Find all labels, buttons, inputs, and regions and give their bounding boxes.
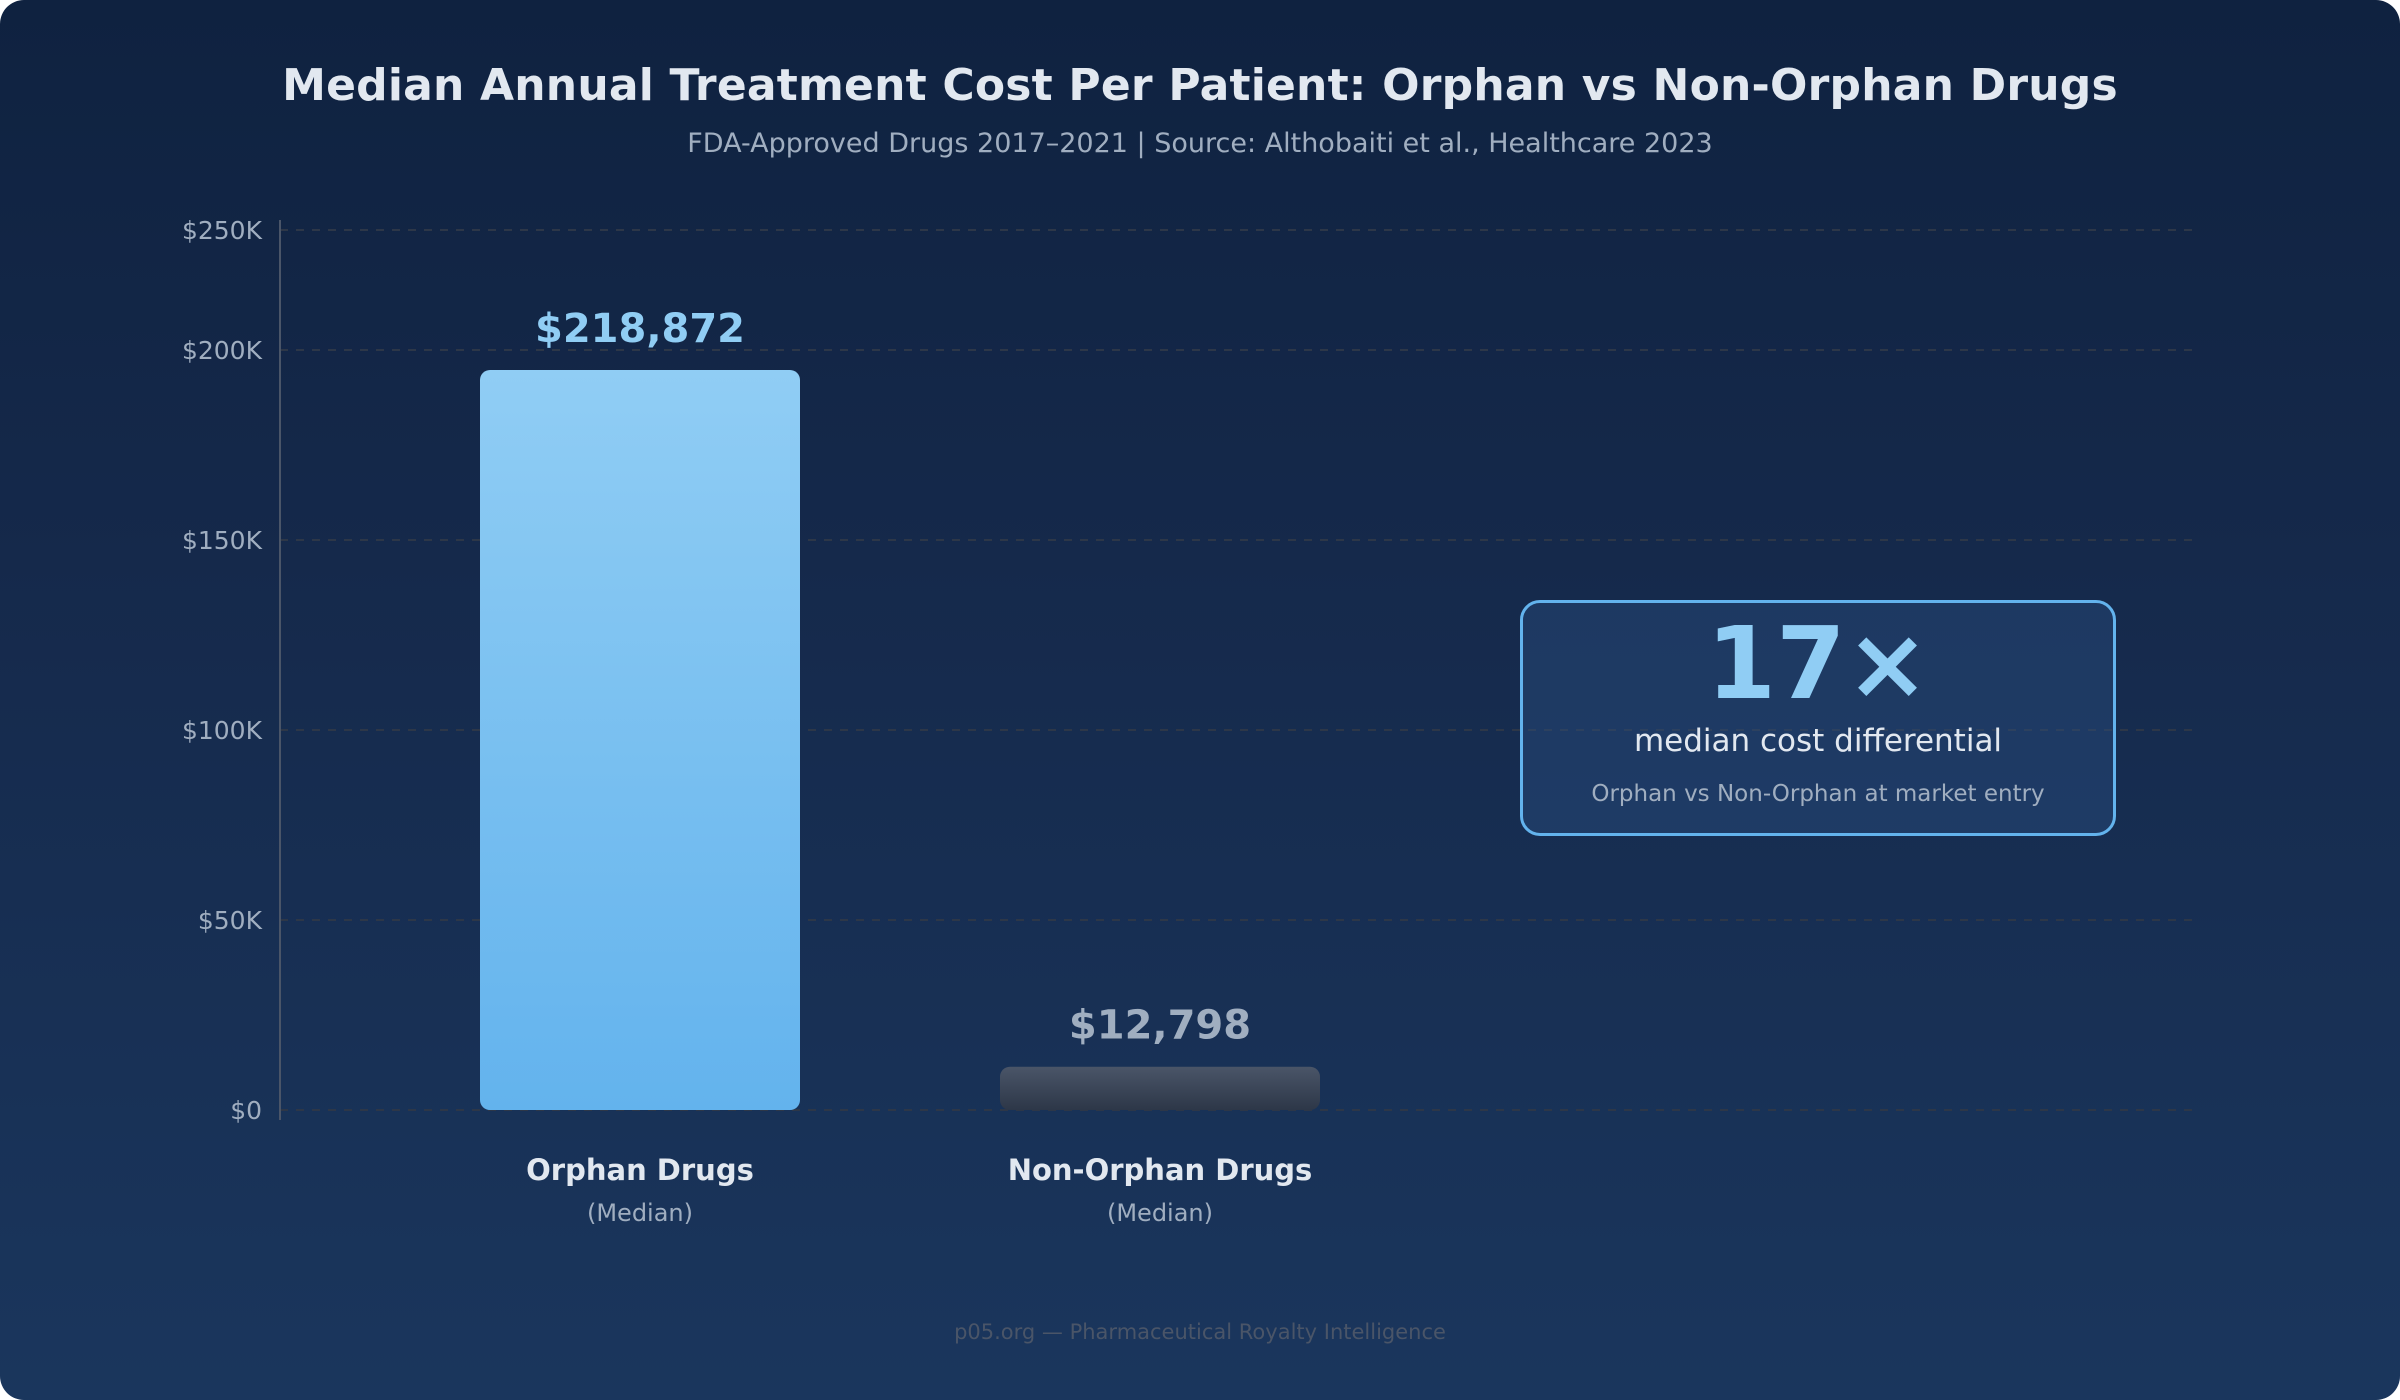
differential-callout: 17× median cost differential Orphan vs N… xyxy=(1520,600,2116,836)
y-tick-label: $200K xyxy=(182,336,263,365)
y-tick-label: $250K xyxy=(182,216,263,245)
x-category-label: Orphan Drugs xyxy=(526,1153,754,1187)
footer-credit: p05.org — Pharmaceutical Royalty Intelli… xyxy=(954,1320,1446,1344)
callout-text: median cost differential xyxy=(1633,723,2003,759)
bar-orphan-drugs xyxy=(480,370,800,1110)
bar-non-orphan-drugs xyxy=(1000,1066,1320,1110)
y-axis: $0 $50K $100K $150K $200K $250K xyxy=(182,216,281,1125)
bar-value-label: $12,798 xyxy=(1069,1003,1251,1049)
chart-title: Median Annual Treatment Cost Per Patient… xyxy=(282,60,2118,111)
y-tick-label: $150K xyxy=(182,526,263,555)
chart-subtitle: FDA-Approved Drugs 2017–2021 | Source: A… xyxy=(687,128,1713,159)
y-tick-label: $50K xyxy=(198,906,263,935)
bar-value-label: $218,872 xyxy=(535,306,745,352)
callout-headline: 17× xyxy=(1706,605,1930,722)
bars xyxy=(480,370,1320,1110)
x-category-sublabel: (Median) xyxy=(1107,1199,1213,1227)
callout-subtext: Orphan vs Non-Orphan at market entry xyxy=(1591,781,2045,807)
y-tick-label: $0 xyxy=(230,1096,262,1125)
labels: $218,872 Orphan Drugs (Median) $12,798 Non-O… xyxy=(526,306,1312,1227)
y-tick-label: $100K xyxy=(182,716,263,745)
x-category-label: Non-Orphan Drugs xyxy=(1008,1153,1313,1187)
x-category-sublabel: (Median) xyxy=(587,1199,693,1227)
